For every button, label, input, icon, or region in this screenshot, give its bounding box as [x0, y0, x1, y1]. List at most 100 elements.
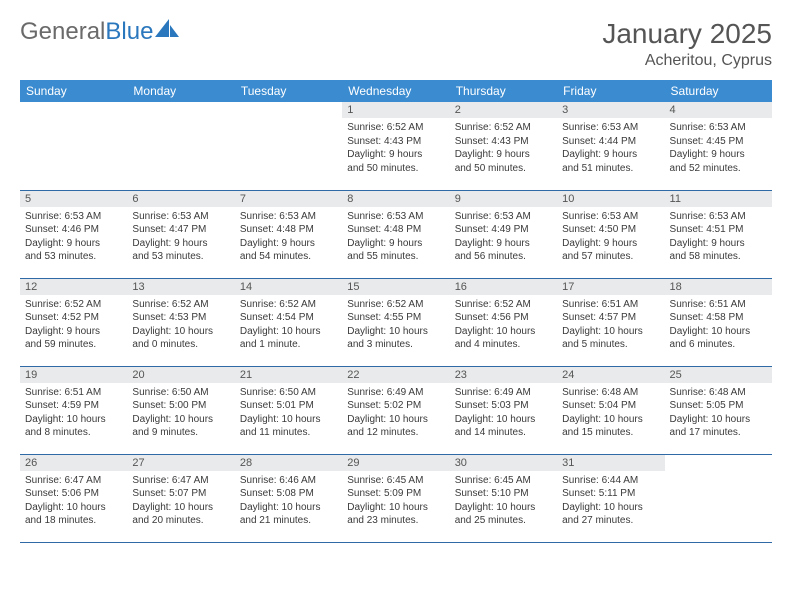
- location: Acheritou, Cyprus: [602, 52, 772, 70]
- day-number: 14: [235, 279, 342, 295]
- logo-sail-icon: [155, 19, 181, 39]
- calendar-week-row: 19Sunrise: 6:51 AMSunset: 4:59 PMDayligh…: [20, 366, 772, 454]
- day-details: Sunrise: 6:49 AMSunset: 5:02 PMDaylight:…: [342, 383, 449, 444]
- calendar-day-cell: 3Sunrise: 6:53 AMSunset: 4:44 PMDaylight…: [557, 102, 664, 190]
- day-details: Sunrise: 6:45 AMSunset: 5:09 PMDaylight:…: [342, 471, 449, 532]
- day-number: 10: [557, 191, 664, 207]
- calendar-day-cell: 11Sunrise: 6:53 AMSunset: 4:51 PMDayligh…: [665, 190, 772, 278]
- day-number: 21: [235, 367, 342, 383]
- day-details: Sunrise: 6:51 AMSunset: 4:59 PMDaylight:…: [20, 383, 127, 444]
- day-number: 2: [450, 102, 557, 118]
- calendar-day-cell: 5Sunrise: 6:53 AMSunset: 4:46 PMDaylight…: [20, 190, 127, 278]
- day-details: Sunrise: 6:48 AMSunset: 5:04 PMDaylight:…: [557, 383, 664, 444]
- calendar-day-cell: 13Sunrise: 6:52 AMSunset: 4:53 PMDayligh…: [127, 278, 234, 366]
- day-details: Sunrise: 6:53 AMSunset: 4:49 PMDaylight:…: [450, 207, 557, 268]
- day-number: 4: [665, 102, 772, 118]
- calendar-day-cell: 22Sunrise: 6:49 AMSunset: 5:02 PMDayligh…: [342, 366, 449, 454]
- calendar-day-cell: 4Sunrise: 6:53 AMSunset: 4:45 PMDaylight…: [665, 102, 772, 190]
- day-details: Sunrise: 6:45 AMSunset: 5:10 PMDaylight:…: [450, 471, 557, 532]
- weekday-header: Wednesday: [342, 80, 449, 102]
- day-number: 6: [127, 191, 234, 207]
- weekday-header: Friday: [557, 80, 664, 102]
- logo-text-2: Blue: [105, 18, 153, 46]
- calendar-day-cell: 6Sunrise: 6:53 AMSunset: 4:47 PMDaylight…: [127, 190, 234, 278]
- header: GeneralBlue January 2025 Acheritou, Cypr…: [20, 18, 772, 70]
- title-block: January 2025 Acheritou, Cyprus: [602, 18, 772, 70]
- day-details: Sunrise: 6:52 AMSunset: 4:43 PMDaylight:…: [342, 118, 449, 179]
- day-details: Sunrise: 6:52 AMSunset: 4:53 PMDaylight:…: [127, 295, 234, 356]
- weekday-header: Saturday: [665, 80, 772, 102]
- day-details: Sunrise: 6:53 AMSunset: 4:47 PMDaylight:…: [127, 207, 234, 268]
- calendar-day-cell: 1Sunrise: 6:52 AMSunset: 4:43 PMDaylight…: [342, 102, 449, 190]
- day-number: 16: [450, 279, 557, 295]
- day-details: Sunrise: 6:53 AMSunset: 4:50 PMDaylight:…: [557, 207, 664, 268]
- calendar-day-cell: 19Sunrise: 6:51 AMSunset: 4:59 PMDayligh…: [20, 366, 127, 454]
- logo-text-1: General: [20, 18, 105, 46]
- weekday-header: Sunday: [20, 80, 127, 102]
- day-number: 8: [342, 191, 449, 207]
- calendar-day-cell: 17Sunrise: 6:51 AMSunset: 4:57 PMDayligh…: [557, 278, 664, 366]
- calendar-day-cell: 26Sunrise: 6:47 AMSunset: 5:06 PMDayligh…: [20, 454, 127, 542]
- weekday-header: Thursday: [450, 80, 557, 102]
- day-number: 28: [235, 455, 342, 471]
- day-details: Sunrise: 6:52 AMSunset: 4:43 PMDaylight:…: [450, 118, 557, 179]
- day-number: 7: [235, 191, 342, 207]
- day-details: Sunrise: 6:44 AMSunset: 5:11 PMDaylight:…: [557, 471, 664, 532]
- day-number: 1: [342, 102, 449, 118]
- calendar-day-cell: 2Sunrise: 6:52 AMSunset: 4:43 PMDaylight…: [450, 102, 557, 190]
- day-number: 24: [557, 367, 664, 383]
- calendar-day-cell: 16Sunrise: 6:52 AMSunset: 4:56 PMDayligh…: [450, 278, 557, 366]
- calendar-day-cell: 18Sunrise: 6:51 AMSunset: 4:58 PMDayligh…: [665, 278, 772, 366]
- calendar-day-cell: 21Sunrise: 6:50 AMSunset: 5:01 PMDayligh…: [235, 366, 342, 454]
- weekday-header: Monday: [127, 80, 234, 102]
- day-details: Sunrise: 6:51 AMSunset: 4:58 PMDaylight:…: [665, 295, 772, 356]
- calendar-week-row: 5Sunrise: 6:53 AMSunset: 4:46 PMDaylight…: [20, 190, 772, 278]
- day-number: 17: [557, 279, 664, 295]
- day-number: 25: [665, 367, 772, 383]
- calendar-day-cell: 30Sunrise: 6:45 AMSunset: 5:10 PMDayligh…: [450, 454, 557, 542]
- day-details: Sunrise: 6:46 AMSunset: 5:08 PMDaylight:…: [235, 471, 342, 532]
- day-details: Sunrise: 6:52 AMSunset: 4:56 PMDaylight:…: [450, 295, 557, 356]
- day-details: Sunrise: 6:51 AMSunset: 4:57 PMDaylight:…: [557, 295, 664, 356]
- calendar-day-cell: 20Sunrise: 6:50 AMSunset: 5:00 PMDayligh…: [127, 366, 234, 454]
- day-number: 9: [450, 191, 557, 207]
- month-title: January 2025: [602, 18, 772, 50]
- day-details: Sunrise: 6:53 AMSunset: 4:48 PMDaylight:…: [342, 207, 449, 268]
- day-details: Sunrise: 6:48 AMSunset: 5:05 PMDaylight:…: [665, 383, 772, 444]
- day-number: 20: [127, 367, 234, 383]
- calendar-day-cell: 27Sunrise: 6:47 AMSunset: 5:07 PMDayligh…: [127, 454, 234, 542]
- day-details: Sunrise: 6:49 AMSunset: 5:03 PMDaylight:…: [450, 383, 557, 444]
- day-number: 13: [127, 279, 234, 295]
- day-details: Sunrise: 6:53 AMSunset: 4:48 PMDaylight:…: [235, 207, 342, 268]
- day-number: 11: [665, 191, 772, 207]
- day-details: Sunrise: 6:53 AMSunset: 4:51 PMDaylight:…: [665, 207, 772, 268]
- calendar-day-cell: 31Sunrise: 6:44 AMSunset: 5:11 PMDayligh…: [557, 454, 664, 542]
- calendar-day-cell: [20, 102, 127, 190]
- calendar-table: SundayMondayTuesdayWednesdayThursdayFrid…: [20, 80, 772, 543]
- day-number: 5: [20, 191, 127, 207]
- day-details: Sunrise: 6:47 AMSunset: 5:07 PMDaylight:…: [127, 471, 234, 532]
- day-details: Sunrise: 6:50 AMSunset: 5:01 PMDaylight:…: [235, 383, 342, 444]
- calendar-day-cell: 24Sunrise: 6:48 AMSunset: 5:04 PMDayligh…: [557, 366, 664, 454]
- calendar-day-cell: 10Sunrise: 6:53 AMSunset: 4:50 PMDayligh…: [557, 190, 664, 278]
- calendar-day-cell: 8Sunrise: 6:53 AMSunset: 4:48 PMDaylight…: [342, 190, 449, 278]
- calendar-day-cell: 7Sunrise: 6:53 AMSunset: 4:48 PMDaylight…: [235, 190, 342, 278]
- day-details: Sunrise: 6:52 AMSunset: 4:55 PMDaylight:…: [342, 295, 449, 356]
- day-details: Sunrise: 6:53 AMSunset: 4:45 PMDaylight:…: [665, 118, 772, 179]
- day-details: Sunrise: 6:52 AMSunset: 4:52 PMDaylight:…: [20, 295, 127, 356]
- day-details: Sunrise: 6:47 AMSunset: 5:06 PMDaylight:…: [20, 471, 127, 532]
- day-number: 18: [665, 279, 772, 295]
- calendar-week-row: 26Sunrise: 6:47 AMSunset: 5:06 PMDayligh…: [20, 454, 772, 542]
- calendar-week-row: 12Sunrise: 6:52 AMSunset: 4:52 PMDayligh…: [20, 278, 772, 366]
- calendar-day-cell: 23Sunrise: 6:49 AMSunset: 5:03 PMDayligh…: [450, 366, 557, 454]
- day-number: 12: [20, 279, 127, 295]
- calendar-day-cell: 29Sunrise: 6:45 AMSunset: 5:09 PMDayligh…: [342, 454, 449, 542]
- logo: GeneralBlue: [20, 18, 181, 46]
- day-number: 15: [342, 279, 449, 295]
- calendar-day-cell: [665, 454, 772, 542]
- weekday-header-row: SundayMondayTuesdayWednesdayThursdayFrid…: [20, 80, 772, 102]
- day-number: 29: [342, 455, 449, 471]
- calendar-day-cell: 15Sunrise: 6:52 AMSunset: 4:55 PMDayligh…: [342, 278, 449, 366]
- day-number: 27: [127, 455, 234, 471]
- calendar-day-cell: 9Sunrise: 6:53 AMSunset: 4:49 PMDaylight…: [450, 190, 557, 278]
